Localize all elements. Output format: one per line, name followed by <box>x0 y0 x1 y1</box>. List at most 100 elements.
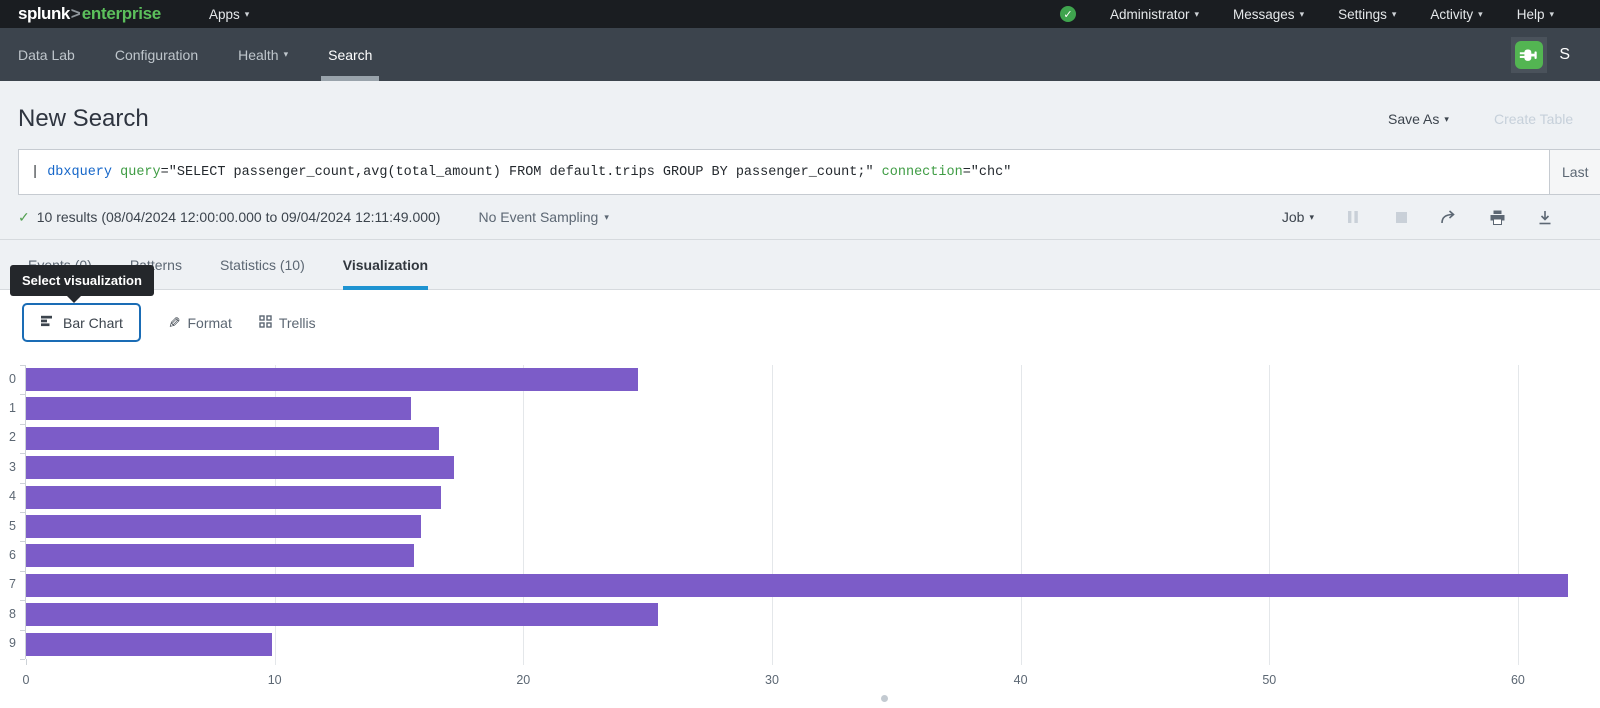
query-token: query <box>120 164 161 180</box>
x-axis-tick-label: 60 <box>1510 673 1525 687</box>
select-visualization-tooltip: Select visualization <box>10 265 154 303</box>
menu-help[interactable]: Help ▾ <box>1517 7 1554 22</box>
y-axis-tick <box>20 453 25 455</box>
chart-type-button[interactable]: Bar Chart <box>22 303 141 342</box>
stop-icon[interactable] <box>1392 208 1410 226</box>
save-as-button[interactable]: Save As ▾ <box>1388 111 1449 127</box>
chart-bar[interactable] <box>26 632 273 656</box>
export-download-icon[interactable] <box>1536 208 1554 226</box>
y-axis-tick <box>20 423 25 425</box>
menu-activity[interactable]: Activity ▾ <box>1430 7 1482 22</box>
y-axis-line <box>25 365 26 659</box>
chart-gridline <box>771 365 773 665</box>
chevron-down-icon: ▾ <box>1309 211 1314 222</box>
db-connect-plug-icon <box>1515 40 1544 69</box>
chart-type-label: Bar Chart <box>63 314 123 331</box>
time-range-label: Last <box>1562 164 1589 180</box>
pagination-dot[interactable] <box>881 695 888 702</box>
format-button[interactable]: ✎ Format <box>168 314 232 332</box>
chevron-down-icon: ▾ <box>1299 8 1305 19</box>
chart-bar[interactable] <box>26 544 414 568</box>
event-sampling-label: No Event Sampling <box>478 209 599 225</box>
event-sampling-menu[interactable]: No Event Sampling ▾ <box>478 209 608 225</box>
create-table-button[interactable]: Create Table <box>1494 111 1574 127</box>
nav-label: Configuration <box>114 46 199 63</box>
app-nav-bar: Data Lab Configuration Health ▾ Search S <box>0 28 1600 81</box>
tab-statistics[interactable]: Statistics (10) <box>220 240 305 289</box>
menu-administrator[interactable]: Administrator ▾ <box>1110 7 1199 22</box>
y-axis-tick <box>20 600 25 602</box>
chart-bar[interactable] <box>26 485 442 509</box>
format-label: Format <box>187 314 232 331</box>
x-axis-tick-label: 30 <box>765 673 779 687</box>
menu-administrator-label: Administrator <box>1109 6 1190 22</box>
tab-visualization[interactable]: Visualization <box>342 240 429 290</box>
query-token: ="chc" <box>962 164 1012 180</box>
chart-bar[interactable] <box>26 397 412 421</box>
y-axis-tick <box>20 482 25 484</box>
print-icon[interactable] <box>1488 208 1506 226</box>
pause-icon[interactable] <box>1344 208 1362 226</box>
nav-item-search[interactable]: Search <box>321 28 380 81</box>
current-app-badge[interactable]: S <box>1511 36 1600 73</box>
chart-gridline <box>1269 365 1271 665</box>
save-as-label: Save As <box>1388 111 1440 127</box>
search-input[interactable]: | dbxquery query ="SELECT passenger_count… <box>19 150 1549 194</box>
menu-help-label: Help <box>1516 6 1545 22</box>
search-bar: | dbxquery query ="SELECT passenger_count… <box>18 149 1600 195</box>
y-axis-category-label: 7 <box>9 577 16 592</box>
x-axis-origin-tick <box>26 659 27 665</box>
share-icon[interactable] <box>1440 208 1458 226</box>
chevron-down-icon: ▾ <box>1444 113 1449 124</box>
apps-menu[interactable]: Apps ▾ <box>209 7 249 22</box>
y-axis-category-label: 5 <box>9 518 16 533</box>
top-system-bar: splunk > enterprise Apps ▾ ✓ Administrator… <box>0 0 1600 28</box>
chevron-down-icon: ▾ <box>1549 8 1554 19</box>
chart-bar[interactable] <box>26 515 422 538</box>
bar-chart: 0 10 20 30 40 50 60 0 1 2 3 4 5 6 7 8 9 <box>0 357 1600 705</box>
splunk-logo[interactable]: splunk > enterprise <box>18 4 161 24</box>
query-token: connection <box>881 164 963 180</box>
nav-label: Health <box>238 46 279 63</box>
chart-gridline <box>1020 365 1022 665</box>
query-token <box>112 165 120 180</box>
nav-item-data-lab[interactable]: Data Lab <box>18 28 75 81</box>
chevron-down-icon: ▾ <box>283 49 289 59</box>
y-axis-category-label: 8 <box>9 606 16 621</box>
app-icon-frame <box>1511 36 1548 73</box>
success-check-icon: ✓ <box>18 208 30 225</box>
tab-label: Visualization <box>342 256 429 273</box>
y-axis-category-label: 1 <box>9 400 16 415</box>
chevron-down-icon: ▾ <box>244 8 250 19</box>
chart-bar[interactable] <box>26 456 454 480</box>
nav-item-health[interactable]: Health ▾ <box>238 28 288 81</box>
y-axis-tick <box>20 512 25 513</box>
chart-bar[interactable] <box>26 603 658 627</box>
x-axis-tick-label: 10 <box>267 673 282 687</box>
y-axis-tick <box>20 394 25 396</box>
chart-bar[interactable] <box>26 426 439 450</box>
nav-item-configuration[interactable]: Configuration <box>115 28 198 81</box>
logo-product: enterprise <box>81 4 162 23</box>
menu-messages[interactable]: Messages ▾ <box>1233 7 1304 22</box>
bar-chart-icon <box>40 314 54 331</box>
menu-activity-label: Activity <box>1430 6 1474 22</box>
app-name: S <box>1559 45 1570 63</box>
page-header: New Search Save As ▾ Create Table <box>0 81 1600 149</box>
trellis-button[interactable]: Trellis <box>259 315 316 331</box>
y-axis-tick <box>20 570 25 572</box>
menu-settings[interactable]: Settings ▾ <box>1338 7 1396 22</box>
y-axis-tick <box>20 365 25 366</box>
time-range-picker[interactable]: Last <box>1549 150 1600 194</box>
x-axis-tick-label: 40 <box>1013 673 1028 687</box>
job-menu[interactable]: Job ▾ <box>1282 209 1314 225</box>
chart-bar[interactable] <box>26 573 1568 597</box>
y-axis-category-label: 0 <box>9 371 16 386</box>
trellis-label: Trellis <box>278 314 316 331</box>
menu-settings-label: Settings <box>1338 6 1387 22</box>
health-status-icon[interactable]: ✓ <box>1059 6 1076 22</box>
y-axis-tick <box>20 541 25 543</box>
chart-bar[interactable] <box>26 368 638 391</box>
chevron-down-icon: ▾ <box>1194 8 1200 19</box>
x-axis-tick-label: 20 <box>516 673 531 687</box>
